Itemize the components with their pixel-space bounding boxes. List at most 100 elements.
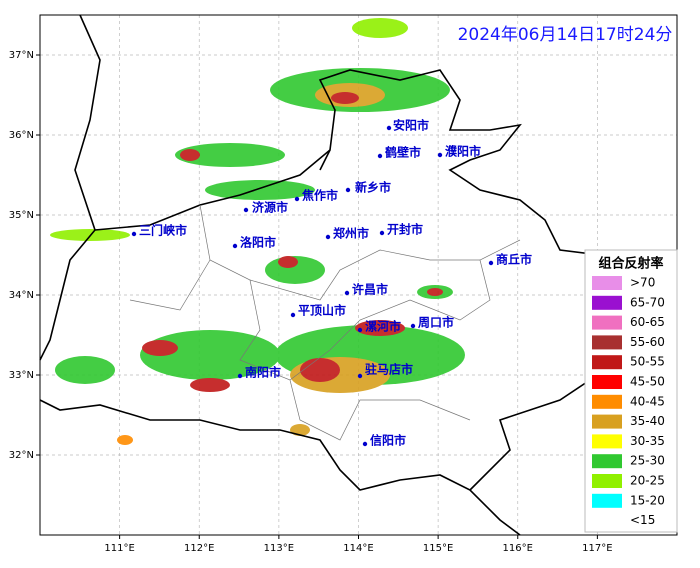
county-borders <box>129 204 521 441</box>
city: 开封市 <box>379 222 423 237</box>
city: 新乡市 <box>345 180 391 195</box>
x-tick-label: 111°E <box>104 543 134 554</box>
city-label: 鹤壁市 <box>385 145 421 160</box>
legend: 组合反射率 >70 65-70 60-65 55-60 50-55 45-50 40-45 3… <box>584 249 678 533</box>
x-tick-label: 113°E <box>264 543 294 554</box>
radar-echo <box>55 356 115 384</box>
city: 安阳市 <box>386 118 429 133</box>
city: 漯河市 <box>357 319 401 334</box>
y-tick-label: 33°N <box>9 370 34 381</box>
legend-swatch <box>592 434 622 449</box>
radar-echo <box>355 320 405 336</box>
city-dot <box>488 260 494 266</box>
radar-echoes <box>50 18 465 445</box>
city: 郑州市 <box>325 226 369 241</box>
radar-echo <box>300 358 340 382</box>
legend-box <box>584 249 678 533</box>
legend-swatch <box>592 414 622 429</box>
city-label: 安阳市 <box>393 118 429 133</box>
city-dot <box>357 327 363 333</box>
radar-echo <box>205 180 315 200</box>
city-label: 焦作市 <box>301 188 338 203</box>
city-label: 商丘市 <box>496 252 532 267</box>
city-label: 驻马店市 <box>365 362 413 377</box>
x-tick-label: 112°E <box>184 543 214 554</box>
legend-swatch <box>592 375 622 389</box>
legend-swatch <box>592 295 622 310</box>
county-border <box>129 259 211 311</box>
y-tick-label: 34°N <box>9 290 34 301</box>
y-tick-label: 36°N <box>9 130 34 141</box>
city-label: 三门峡市 <box>139 223 187 238</box>
radar-echo <box>117 435 133 445</box>
province-border <box>319 149 331 171</box>
city: 平顶山市 <box>290 303 346 318</box>
legend-title: 组合反射率 <box>598 256 663 272</box>
radar-echo <box>180 149 200 161</box>
city-dot <box>410 323 416 329</box>
province-border <box>39 14 101 361</box>
city-label: 漯河市 <box>365 319 401 334</box>
city-dot <box>345 187 351 193</box>
radar-echo <box>331 92 359 104</box>
city-dot <box>357 373 363 379</box>
radar-echo <box>142 340 178 356</box>
city-dot <box>237 373 243 379</box>
legend-label: 60-65 <box>630 315 665 329</box>
y-tick-label: 37°N <box>9 50 34 61</box>
city: 南阳市 <box>237 365 281 380</box>
city: 焦作市 <box>294 188 338 203</box>
legend-swatch <box>592 335 622 350</box>
city-label: 开封市 <box>387 222 423 237</box>
city: 济源市 <box>243 200 288 215</box>
city-dot <box>362 441 368 447</box>
city: 商丘市 <box>488 252 532 267</box>
city-dot <box>386 125 392 131</box>
legend-swatch <box>592 513 622 528</box>
radar-echo <box>278 256 298 268</box>
city: 三门峡市 <box>131 223 187 238</box>
province-border <box>39 399 521 536</box>
radar-echo <box>140 330 280 380</box>
city-dot <box>131 231 137 237</box>
city-label: 济源市 <box>252 200 288 215</box>
y-tick-label: 35°N <box>9 210 34 221</box>
legend-label: 30-35 <box>630 434 665 448</box>
legend-label: 65-70 <box>630 295 665 309</box>
cities: 安阳市 鹤壁市 濮阳市 新乡市 焦作市 济源市 三门峡市 郑州市 开封市 洛阳市… <box>131 118 532 448</box>
y-tick-label: 32°N <box>9 450 34 461</box>
x-tick-label: 115°E <box>423 543 453 554</box>
city: 驻马店市 <box>357 362 413 379</box>
city-label: 郑州市 <box>333 226 369 241</box>
legend-label: 40-45 <box>630 394 665 408</box>
city-label: 新乡市 <box>355 180 391 195</box>
x-tick-label: 117°E <box>582 543 612 554</box>
legend-swatch <box>592 355 622 370</box>
x-tick-label: 116°E <box>503 543 533 554</box>
legend-swatch <box>592 315 622 330</box>
city-dot <box>437 152 443 158</box>
city: 濮阳市 <box>437 144 481 159</box>
city: 鹤壁市 <box>377 145 421 160</box>
legend-items: >70 65-70 60-65 55-60 50-55 45-50 40-45 35-40 30… <box>592 276 665 528</box>
city-dot <box>232 243 238 249</box>
province-border <box>94 69 641 301</box>
legend-swatch <box>592 493 622 508</box>
city: 洛阳市 <box>232 235 276 250</box>
city-dot <box>290 312 296 318</box>
legend-label: 55-60 <box>630 335 665 349</box>
province-borders <box>39 14 678 536</box>
city-label: 南阳市 <box>245 365 281 380</box>
city-dot <box>344 290 350 296</box>
legend-label: 15-20 <box>630 493 665 507</box>
city-label: 信阳市 <box>370 433 406 448</box>
city: 信阳市 <box>362 433 406 448</box>
legend-swatch <box>592 276 622 290</box>
city-dot <box>377 153 383 159</box>
county-border <box>249 249 480 301</box>
radar-echo <box>175 143 285 167</box>
city-label: 周口市 <box>418 315 454 330</box>
city-dot <box>325 234 331 240</box>
